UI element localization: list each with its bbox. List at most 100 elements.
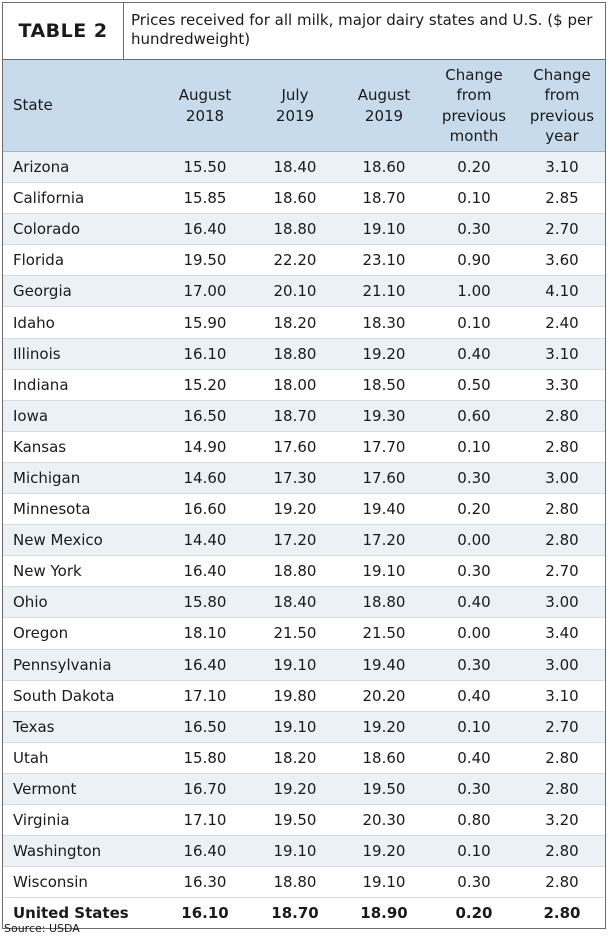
price-cell: 17.60 (339, 461, 429, 494)
price-cell: 0.10 (429, 430, 519, 463)
price-cell: 18.80 (339, 586, 429, 618)
price-cell: 16.30 (159, 866, 251, 898)
state-name: California (3, 182, 159, 214)
state-name: Wisconsin (3, 866, 159, 898)
price-cell: 0.90 (429, 244, 519, 276)
price-cell: 16.50 (159, 710, 251, 743)
total-cell: 16.10 (159, 897, 251, 929)
price-cell: 18.80 (251, 337, 339, 370)
price-cell: 19.50 (159, 244, 251, 276)
price-cell: 16.50 (159, 399, 251, 432)
price-cell: 3.60 (519, 244, 605, 276)
price-cell: 2.80 (519, 399, 605, 432)
table-label: TABLE 2 (3, 3, 124, 59)
state-name: Florida (3, 244, 159, 276)
price-cell: 17.70 (339, 430, 429, 463)
state-name: Arizona (3, 150, 159, 183)
price-cell: 0.50 (429, 368, 519, 401)
table-row: Kansas 14.90 17.60 17.70 0.10 2.80 (3, 430, 605, 463)
column-header: Change from previous year (519, 60, 605, 152)
state-name: Kansas (3, 430, 159, 463)
table-row: Iowa 16.50 18.70 19.30 0.60 2.80 (3, 399, 605, 432)
price-cell: 18.20 (251, 741, 339, 774)
price-cell: 2.80 (519, 772, 605, 805)
price-cell: 0.20 (429, 493, 519, 525)
price-cell: 0.00 (429, 524, 519, 556)
price-cell: 2.80 (519, 430, 605, 463)
price-cell: 0.30 (429, 772, 519, 805)
price-cell: 15.20 (159, 368, 251, 401)
table-row: New York 16.40 18.80 19.10 0.30 2.70 (3, 555, 605, 587)
column-header: August 2018 (159, 60, 251, 152)
price-cell: 17.10 (159, 803, 251, 836)
price-cell: 2.85 (519, 182, 605, 214)
table-row: Pennsylvania 16.40 19.10 19.40 0.30 3.00 (3, 648, 605, 681)
price-cell: 19.40 (339, 493, 429, 525)
table-title: Prices received for all milk, major dair… (131, 11, 593, 48)
state-name: Michigan (3, 461, 159, 494)
price-cell: 20.20 (339, 679, 429, 712)
state-name: Colorado (3, 213, 159, 245)
price-cell: 2.70 (519, 710, 605, 743)
price-cell: 17.60 (251, 430, 339, 463)
price-cell: 16.70 (159, 772, 251, 805)
price-cell: 23.10 (339, 244, 429, 276)
table-row: Arizona 15.50 18.40 18.60 0.20 3.10 (3, 150, 605, 183)
price-cell: 18.70 (339, 182, 429, 214)
table-row: Minnesota 16.60 19.20 19.40 0.20 2.80 (3, 493, 605, 525)
price-cell: 18.60 (339, 741, 429, 774)
price-cell: 21.50 (251, 617, 339, 649)
price-cell: 17.10 (159, 679, 251, 712)
price-cell: 18.10 (159, 617, 251, 649)
price-cell: 16.40 (159, 555, 251, 587)
total-cell: 2.80 (519, 897, 605, 929)
price-cell: 0.10 (429, 182, 519, 214)
price-cell: 17.20 (251, 524, 339, 556)
table-row: Illinois 16.10 18.80 19.20 0.40 3.10 (3, 337, 605, 370)
data-table: State August 2018 July 2019 August 2019 Chan… (3, 60, 605, 929)
table-body: Arizona 15.50 18.40 18.60 0.20 3.10 California… (3, 150, 605, 929)
price-cell: 15.80 (159, 586, 251, 618)
price-cell: 17.20 (339, 524, 429, 556)
price-cell: 0.40 (429, 741, 519, 774)
state-name: New Mexico (3, 524, 159, 556)
column-header: State (3, 60, 159, 152)
price-cell: 19.20 (251, 493, 339, 525)
table-row: Texas 16.50 19.10 19.20 0.10 2.70 (3, 710, 605, 743)
price-cell: 19.10 (339, 213, 429, 245)
price-cell: 17.30 (251, 461, 339, 494)
price-cell: 0.10 (429, 306, 519, 339)
price-cell: 2.80 (519, 524, 605, 556)
state-name: Pennsylvania (3, 648, 159, 681)
price-cell: 15.90 (159, 306, 251, 339)
state-name: Ohio (3, 586, 159, 618)
table-row: Michigan 14.60 17.30 17.60 0.30 3.00 (3, 461, 605, 494)
price-cell: 18.60 (251, 182, 339, 214)
price-cell: 2.80 (519, 866, 605, 898)
price-cell: 19.50 (339, 772, 429, 805)
table-frame: TABLE 2 Prices received for all milk, ma… (2, 2, 606, 930)
price-cell: 18.00 (251, 368, 339, 401)
price-cell: 19.10 (251, 648, 339, 681)
table-row: Colorado 16.40 18.80 19.10 0.30 2.70 (3, 213, 605, 245)
state-name: Illinois (3, 337, 159, 370)
price-cell: 0.40 (429, 586, 519, 618)
total-cell: 18.70 (251, 897, 339, 929)
price-cell: 3.00 (519, 586, 605, 618)
price-cell: 0.30 (429, 461, 519, 494)
state-name: Washington (3, 835, 159, 867)
price-cell: 15.50 (159, 150, 251, 183)
price-cell: 22.20 (251, 244, 339, 276)
column-header: July 2019 (251, 60, 339, 152)
price-cell: 0.10 (429, 710, 519, 743)
price-cell: 3.30 (519, 368, 605, 401)
source-note: Source: USDA (4, 922, 80, 935)
price-cell: 16.40 (159, 648, 251, 681)
price-cell: 15.80 (159, 741, 251, 774)
price-cell: 3.00 (519, 461, 605, 494)
state-name: Virginia (3, 803, 159, 836)
price-cell: 0.40 (429, 679, 519, 712)
column-header: August 2019 (339, 60, 429, 152)
price-cell: 19.20 (251, 772, 339, 805)
price-cell: 16.40 (159, 213, 251, 245)
